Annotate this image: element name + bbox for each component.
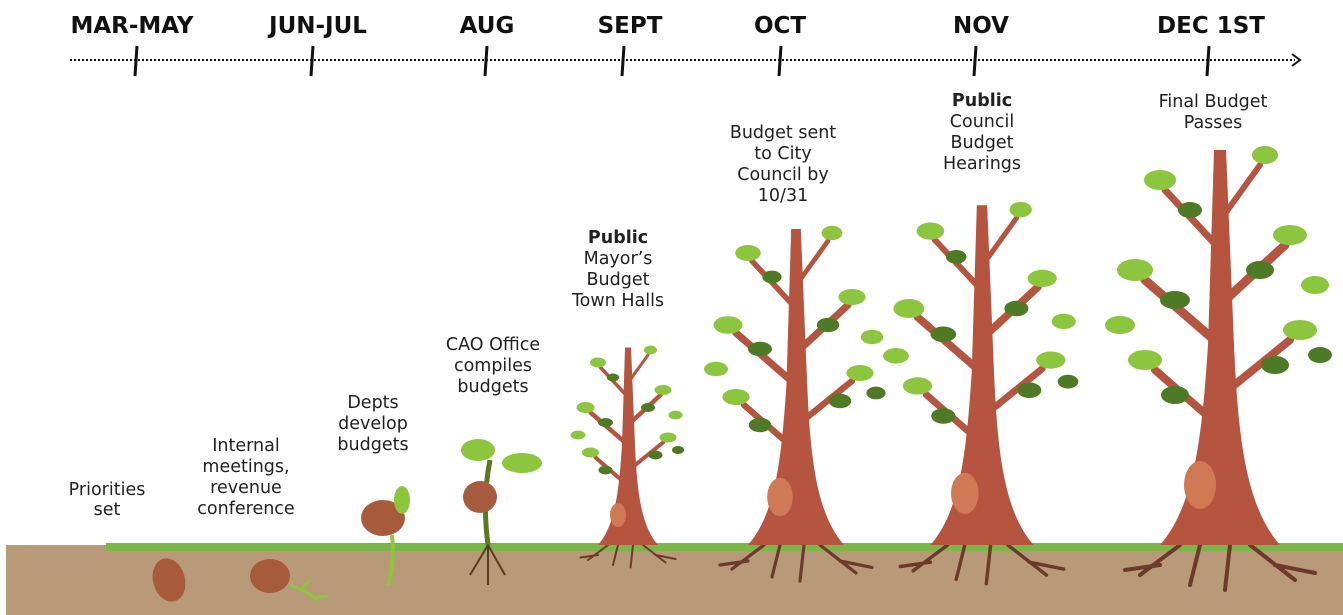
stage-line: Passes xyxy=(1184,113,1243,133)
month-label: NOV xyxy=(953,13,1009,39)
stage-emphasis: Public xyxy=(952,91,1012,111)
stage-line: budgets xyxy=(457,377,528,397)
stage-line: revenue xyxy=(210,478,282,498)
stage-line: to City xyxy=(754,144,811,164)
timeline-axis xyxy=(70,45,1302,77)
month-label: SEPT xyxy=(598,13,663,39)
stage-line: Priorities xyxy=(69,480,146,500)
stage-line: Council xyxy=(950,112,1014,132)
stage-line: Internal xyxy=(212,436,279,456)
stage-labels: Priorities set Internal meetings, revenu… xyxy=(69,91,1268,520)
stage-line: Final Budget xyxy=(1159,92,1268,112)
stage-line: Budget xyxy=(587,270,650,290)
month-label: JUN-JUL xyxy=(267,13,367,39)
stage-line: budgets xyxy=(337,435,408,455)
stage-line: set xyxy=(94,500,121,520)
stage-line: develop xyxy=(338,414,408,434)
stage-line: Hearings xyxy=(943,154,1021,174)
stage-line: Mayor’s xyxy=(584,249,653,269)
timeline-labels: MAR-MAY JUN-JUL AUG SEPT OCT NOV DEC 1ST xyxy=(70,13,1265,39)
stage-line: Budget sent xyxy=(730,123,836,143)
stage-line: Budget xyxy=(951,133,1014,153)
stage-line: 10/31 xyxy=(758,186,808,206)
plants xyxy=(152,146,1332,602)
month-label: OCT xyxy=(754,13,806,39)
ground xyxy=(6,543,1343,615)
stage-line: conference xyxy=(197,499,294,519)
stage-line: compiles xyxy=(454,356,532,376)
stage-line: CAO Office xyxy=(446,335,540,355)
stage-line: Depts xyxy=(347,393,398,413)
month-label: MAR-MAY xyxy=(70,13,193,39)
month-label: AUG xyxy=(460,13,515,39)
stage-line: Town Halls xyxy=(571,291,664,311)
month-label: DEC 1ST xyxy=(1157,13,1265,39)
stage-emphasis: Public xyxy=(588,228,648,248)
stage-line: meetings, xyxy=(202,457,289,477)
stage-line: Council by xyxy=(737,165,828,185)
